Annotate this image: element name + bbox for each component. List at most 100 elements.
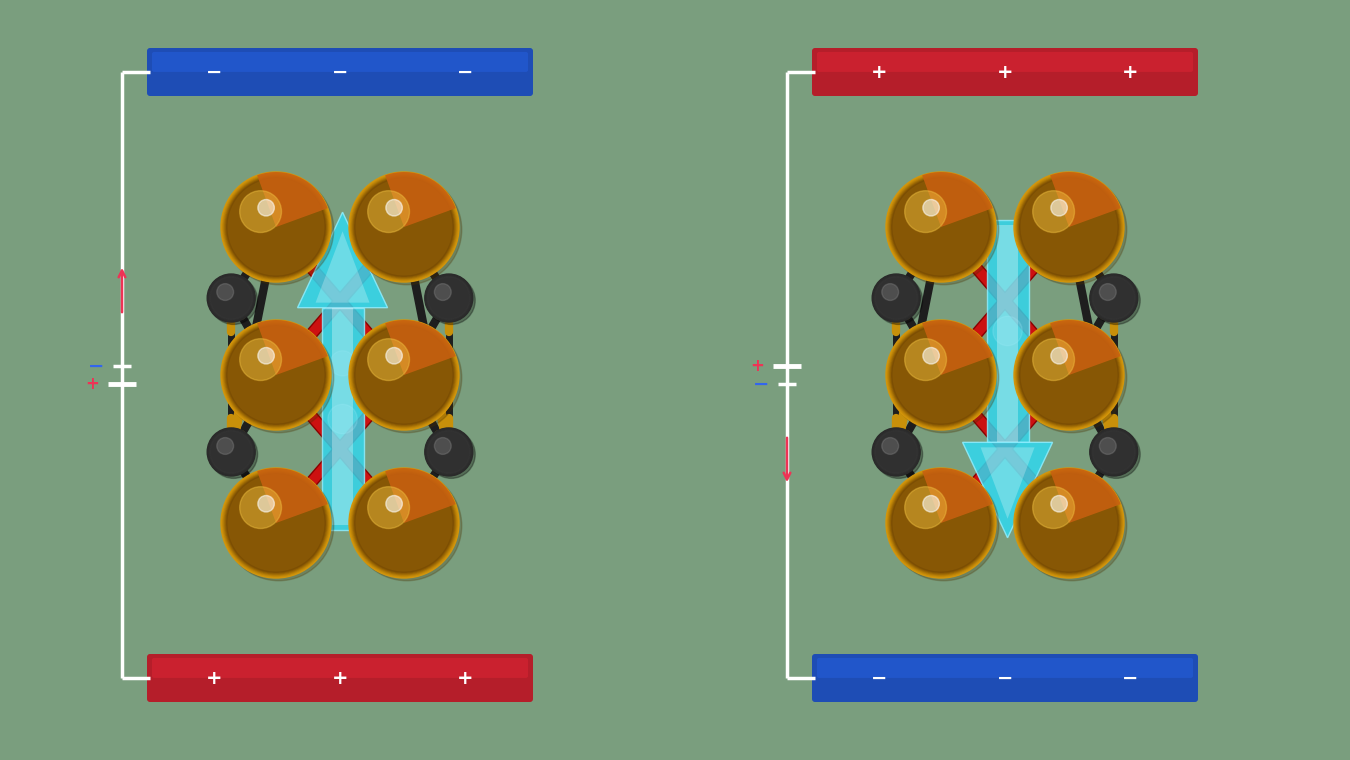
- Circle shape: [1092, 276, 1135, 320]
- Circle shape: [367, 191, 409, 233]
- Circle shape: [427, 277, 470, 320]
- Circle shape: [1092, 429, 1135, 474]
- Text: +: +: [751, 357, 764, 375]
- Circle shape: [1014, 468, 1125, 578]
- Circle shape: [224, 323, 328, 426]
- Circle shape: [1092, 431, 1135, 473]
- Circle shape: [1017, 323, 1127, 432]
- Circle shape: [224, 323, 333, 432]
- Wedge shape: [1050, 320, 1120, 375]
- Circle shape: [427, 429, 471, 474]
- Circle shape: [1050, 347, 1068, 364]
- Circle shape: [240, 339, 282, 381]
- Circle shape: [888, 323, 999, 432]
- Circle shape: [224, 322, 328, 428]
- Circle shape: [207, 428, 255, 476]
- Circle shape: [427, 430, 475, 478]
- Circle shape: [1017, 470, 1127, 581]
- Circle shape: [221, 172, 331, 282]
- Circle shape: [386, 347, 402, 364]
- Wedge shape: [922, 172, 992, 227]
- Text: −: −: [996, 669, 1014, 688]
- Polygon shape: [987, 220, 1029, 442]
- FancyBboxPatch shape: [817, 52, 1193, 72]
- Circle shape: [225, 177, 327, 277]
- Circle shape: [227, 178, 325, 276]
- Circle shape: [386, 496, 402, 512]
- Circle shape: [1033, 339, 1075, 381]
- Circle shape: [1017, 470, 1122, 575]
- Wedge shape: [258, 172, 328, 227]
- Circle shape: [435, 438, 451, 454]
- Circle shape: [1018, 471, 1120, 575]
- Circle shape: [258, 200, 274, 216]
- Circle shape: [224, 470, 333, 581]
- Circle shape: [1050, 496, 1068, 512]
- Circle shape: [352, 470, 462, 581]
- Circle shape: [1092, 430, 1141, 478]
- Wedge shape: [1050, 172, 1120, 227]
- Circle shape: [890, 176, 992, 279]
- Circle shape: [354, 472, 455, 574]
- Wedge shape: [258, 468, 328, 523]
- Circle shape: [224, 471, 328, 575]
- Circle shape: [875, 277, 922, 325]
- Circle shape: [227, 326, 325, 424]
- Circle shape: [923, 347, 940, 364]
- Circle shape: [352, 323, 462, 432]
- Text: −: −: [332, 62, 348, 81]
- Circle shape: [892, 473, 990, 572]
- Circle shape: [425, 428, 472, 476]
- Circle shape: [890, 472, 992, 574]
- Circle shape: [886, 172, 996, 282]
- Text: −: −: [753, 375, 769, 394]
- Circle shape: [1017, 322, 1122, 428]
- Circle shape: [891, 325, 991, 425]
- Circle shape: [352, 176, 456, 279]
- Circle shape: [258, 496, 274, 512]
- Wedge shape: [258, 320, 328, 375]
- Circle shape: [1092, 277, 1135, 319]
- Circle shape: [209, 277, 252, 320]
- Wedge shape: [922, 468, 992, 523]
- Circle shape: [888, 175, 994, 280]
- Circle shape: [329, 351, 355, 376]
- Circle shape: [209, 430, 252, 473]
- Circle shape: [888, 470, 994, 575]
- FancyBboxPatch shape: [811, 654, 1197, 702]
- Circle shape: [1019, 473, 1119, 573]
- Circle shape: [875, 431, 917, 473]
- Circle shape: [1018, 472, 1120, 574]
- Circle shape: [225, 176, 327, 278]
- Circle shape: [258, 347, 274, 364]
- Text: −: −: [88, 356, 104, 375]
- Circle shape: [875, 430, 922, 478]
- Circle shape: [225, 473, 327, 573]
- Circle shape: [892, 178, 990, 276]
- Circle shape: [428, 277, 470, 319]
- Circle shape: [354, 176, 455, 278]
- Polygon shape: [980, 448, 1034, 519]
- Wedge shape: [385, 172, 456, 227]
- Circle shape: [1017, 175, 1122, 280]
- Circle shape: [1099, 438, 1116, 454]
- Circle shape: [351, 175, 456, 280]
- Circle shape: [1018, 324, 1120, 426]
- Circle shape: [1089, 274, 1138, 322]
- Circle shape: [1099, 283, 1116, 300]
- Polygon shape: [321, 308, 363, 530]
- Circle shape: [1014, 172, 1125, 282]
- Circle shape: [207, 274, 255, 322]
- Circle shape: [882, 438, 899, 454]
- Circle shape: [875, 430, 918, 473]
- Circle shape: [227, 473, 325, 572]
- Circle shape: [890, 323, 992, 426]
- Circle shape: [352, 175, 462, 285]
- Circle shape: [1019, 177, 1119, 277]
- FancyBboxPatch shape: [147, 654, 533, 702]
- Polygon shape: [316, 231, 370, 302]
- Circle shape: [1017, 175, 1127, 285]
- Wedge shape: [385, 468, 456, 523]
- Circle shape: [209, 429, 254, 474]
- Circle shape: [873, 276, 918, 320]
